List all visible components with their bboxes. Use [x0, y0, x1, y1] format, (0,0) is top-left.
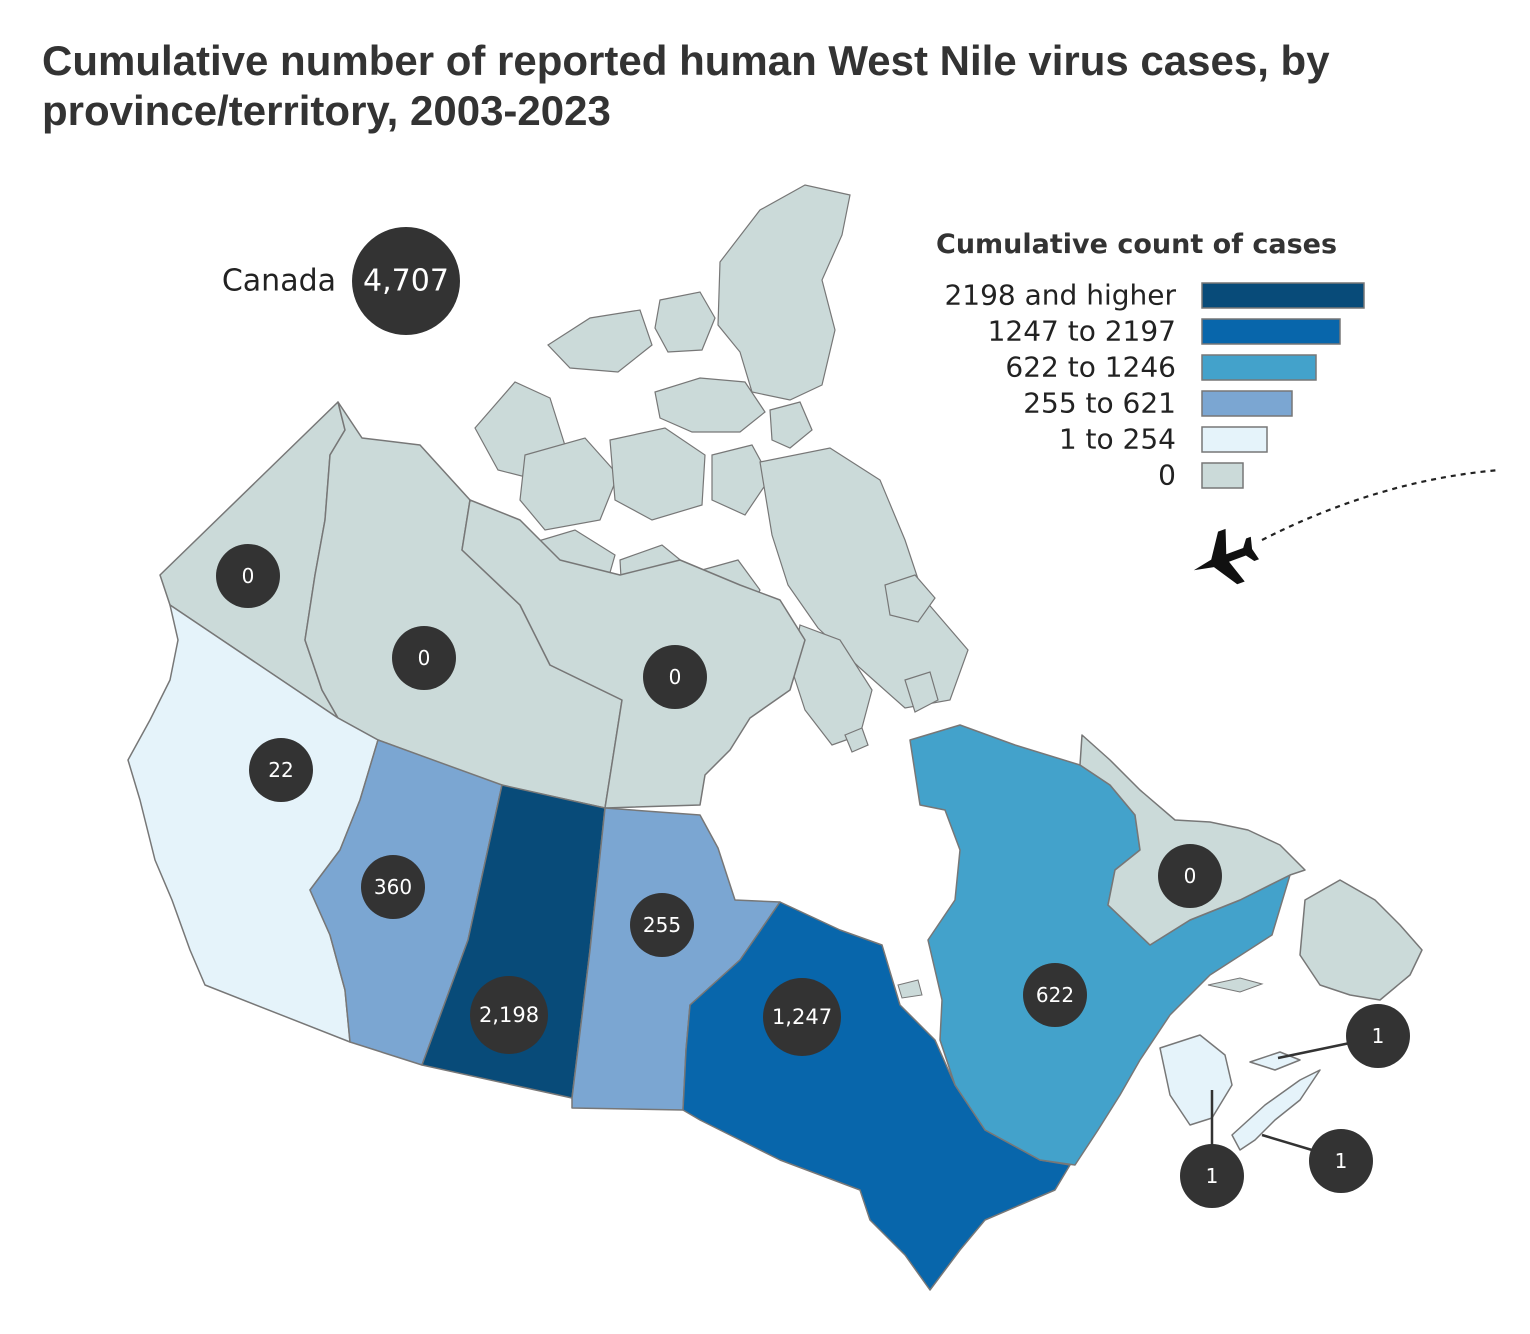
canada-total-value: 4,707 — [363, 264, 449, 299]
ontario-value-label: 1,247 — [772, 1005, 832, 1029]
newfoundland-and-labrador-value-label: 0 — [1184, 864, 1197, 888]
newfoundland-and-labrador-value-bubble — [1158, 844, 1222, 908]
manitoba-value-bubble — [630, 893, 694, 957]
northwest-territories-value-bubble — [392, 626, 456, 690]
legend-item-label: 1247 to 2197 — [988, 315, 1176, 348]
quebec-value-bubble — [1023, 963, 1087, 1027]
new-brunswick-value-bubble — [1180, 1144, 1244, 1208]
legend-item-swatch — [1201, 354, 1317, 381]
nunavut-value-bubble — [643, 645, 707, 709]
prince-edward-island-value-bubble — [1346, 1004, 1410, 1068]
ontario-value-bubble — [763, 978, 841, 1056]
airplane-icon — [1193, 528, 1259, 585]
legend-item-label: 622 to 1246 — [1005, 351, 1176, 384]
prince-edward-island-value-label: 1 — [1372, 1024, 1385, 1048]
yukon-value-label: 0 — [242, 564, 255, 588]
legend-item-swatch — [1201, 390, 1293, 417]
alberta-value-label: 360 — [374, 875, 412, 899]
saskatchewan-value-bubble — [470, 976, 548, 1054]
nunavut-region[interactable] — [461, 499, 806, 809]
alberta-value-bubble — [361, 855, 425, 919]
arctic-islands — [474, 184, 969, 753]
new-brunswick-region[interactable] — [1159, 1034, 1233, 1126]
hudson-bay-islands — [897, 977, 1264, 999]
value-bubbles: 0 0 0 22 360 2,198 255 1,247 622 0 1 1 1 — [216, 544, 1410, 1208]
legend-item-label: 0 — [1158, 459, 1176, 492]
quebec-region[interactable] — [909, 724, 1291, 1166]
travel-flight-path — [1261, 468, 1501, 541]
legend-item-swatch — [1201, 426, 1268, 453]
nova-scotia-value-label: 1 — [1335, 1149, 1348, 1173]
canada-total: Canada 4,707 — [222, 227, 460, 335]
leader-lines — [1210, 1041, 1351, 1152]
legend-item-swatch — [1201, 462, 1244, 489]
legend-item-label: 2198 and higher — [944, 279, 1176, 312]
nova-scotia-value-bubble — [1309, 1129, 1373, 1193]
nunavut-value-label: 0 — [669, 665, 682, 689]
northwest-territories-value-label: 0 — [418, 646, 431, 670]
legend-item-label: 1 to 254 — [1059, 423, 1176, 456]
new-brunswick-value-label: 1 — [1206, 1164, 1219, 1188]
quebec-value-label: 622 — [1036, 983, 1074, 1007]
legend-item-label: 255 to 621 — [1023, 387, 1176, 420]
map-title: Cumulative number of reported human West… — [42, 37, 1330, 134]
canada-total-bubble — [352, 227, 460, 335]
legend: Cumulative count of cases 2198 and highe… — [936, 229, 1365, 492]
newfoundland-and-labrador-region[interactable] — [1079, 734, 1423, 1001]
legend-title: Cumulative count of cases — [936, 229, 1337, 260]
british-columbia-value-bubble — [249, 738, 313, 802]
manitoba-value-label: 255 — [643, 913, 681, 937]
legend-item-swatch — [1201, 282, 1365, 309]
yukon-value-bubble — [216, 544, 280, 608]
canada-label: Canada — [222, 264, 336, 299]
british-columbia-value-label: 22 — [268, 758, 293, 782]
saskatchewan-value-label: 2,198 — [479, 1003, 539, 1027]
legend-item-swatch — [1201, 318, 1341, 345]
nova-scotia-region[interactable] — [1231, 1069, 1321, 1151]
